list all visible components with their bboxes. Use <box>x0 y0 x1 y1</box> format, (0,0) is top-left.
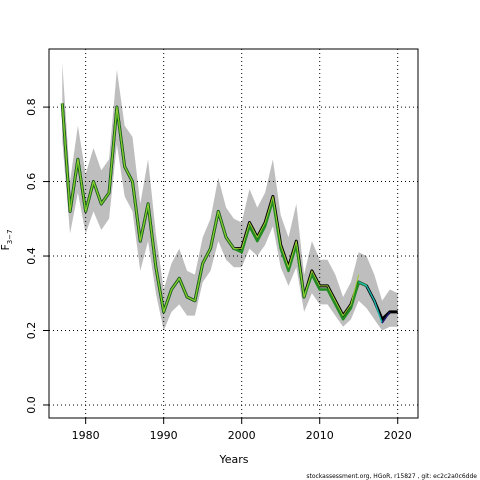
series-line <box>61 103 360 317</box>
x-axis-label: Years <box>218 453 248 466</box>
footer: stockassessment.org, HGoR, r15827 , git:… <box>306 473 477 480</box>
confidence-band <box>62 62 398 331</box>
y-tick-label: 0.6 <box>25 173 38 191</box>
y-label-subscript: 3−7 <box>6 229 14 244</box>
x-tick-label: 2010 <box>306 429 334 442</box>
x-tick-label: 1980 <box>72 429 100 442</box>
y-tick-label: 0.0 <box>25 396 38 414</box>
x-tick-label: 2000 <box>228 429 256 442</box>
y-tick-label: 0.8 <box>25 98 38 116</box>
y-tick-label: 0.2 <box>25 322 38 340</box>
series-line <box>381 311 391 324</box>
y-tick-label: 0.4 <box>25 247 38 265</box>
y-label-main: F <box>0 244 12 250</box>
x-tick-label: 1990 <box>150 429 178 442</box>
series-line <box>358 281 383 324</box>
x-tick-label: 2020 <box>384 429 412 442</box>
y-axis-label: F3−7 <box>0 229 14 250</box>
plot-frame <box>48 48 419 419</box>
